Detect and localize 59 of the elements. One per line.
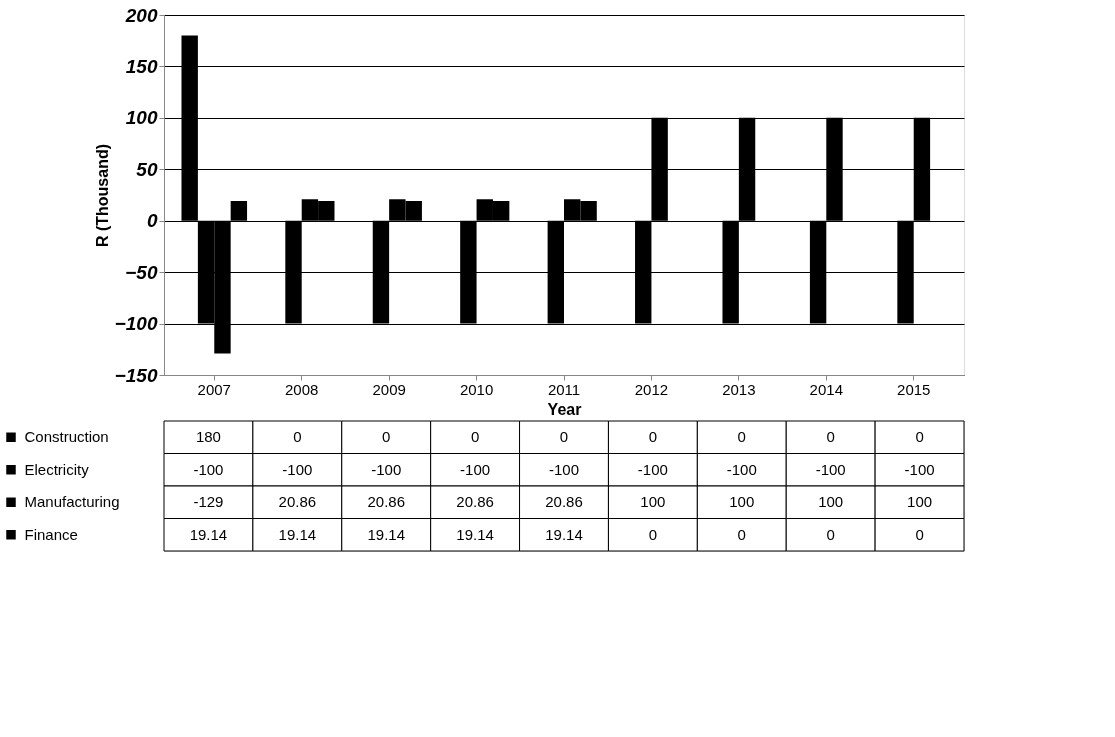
- data-label: -100: [637, 460, 668, 478]
- data-label: 20.86: [456, 493, 494, 511]
- y-tick-label: 200: [124, 4, 158, 26]
- x-tick-label: 2008: [285, 380, 319, 398]
- data-label: 0: [737, 525, 746, 543]
- data-label: 100: [818, 493, 844, 511]
- data-label: 20.86: [367, 493, 405, 511]
- data-label: 180: [195, 428, 221, 446]
- data-label: 19.14: [189, 525, 228, 543]
- data-label: -100: [371, 460, 402, 478]
- data-label: 100: [907, 493, 933, 511]
- data-label: 0: [826, 428, 835, 446]
- y-axis-title: R (Thousand): [93, 143, 111, 248]
- y-tick-label: 50: [136, 158, 158, 180]
- y-tick-label: −50: [125, 261, 158, 283]
- data-label: 0: [470, 428, 480, 446]
- x-tick-label: 2012: [634, 380, 669, 398]
- data-label: 19.14: [278, 525, 317, 543]
- data-label: -100: [548, 460, 580, 478]
- x-tick-label: 2015: [897, 380, 931, 398]
- x-tick-label: 2010: [459, 380, 494, 398]
- data-label: 19.14: [367, 525, 405, 543]
- y-tick-label: 150: [125, 55, 158, 77]
- legend-label: Manufacturing: [24, 493, 120, 511]
- data-label: 0: [293, 428, 302, 446]
- data-label: 20.86: [278, 493, 317, 511]
- data-label: 100: [729, 493, 755, 511]
- data-label: 0: [826, 525, 835, 543]
- data-label: -100: [282, 460, 313, 478]
- data-label: -100: [460, 460, 491, 478]
- data-label: -100: [904, 460, 935, 478]
- data-label: -100: [726, 460, 757, 478]
- legend-label: Finance: [24, 525, 78, 543]
- x-tick-label: 2009: [372, 380, 406, 398]
- data-label: 19.14: [456, 525, 494, 543]
- data-label: 0: [915, 525, 924, 543]
- data-label: -100: [815, 460, 846, 478]
- data-label: 0: [648, 428, 658, 446]
- y-tick-label: 100: [125, 107, 158, 129]
- legend-label: Construction: [24, 428, 109, 446]
- x-tick-label: 2014: [809, 380, 843, 398]
- data-label: 0: [648, 525, 658, 543]
- y-tick-label: 0: [146, 210, 158, 232]
- data-label: 0: [382, 428, 391, 446]
- data-label: -100: [193, 460, 224, 478]
- data-label: 20.86: [545, 493, 583, 511]
- data-label: 0: [737, 428, 746, 446]
- x-axis-title: Year: [547, 400, 582, 418]
- x-tick-label: 2011: [547, 380, 581, 398]
- data-label: -129: [193, 493, 224, 511]
- y-tick-label: −100: [114, 313, 158, 335]
- data-label: 0: [915, 428, 924, 446]
- data-label: 19.14: [545, 525, 583, 543]
- data-label: 0: [559, 428, 569, 446]
- y-tick-label: −150: [114, 364, 158, 386]
- legend-label: Electricity: [24, 460, 90, 478]
- x-tick-label: 2013: [722, 380, 756, 398]
- x-tick-label: 2007: [197, 380, 231, 398]
- data-label: 100: [640, 493, 666, 511]
